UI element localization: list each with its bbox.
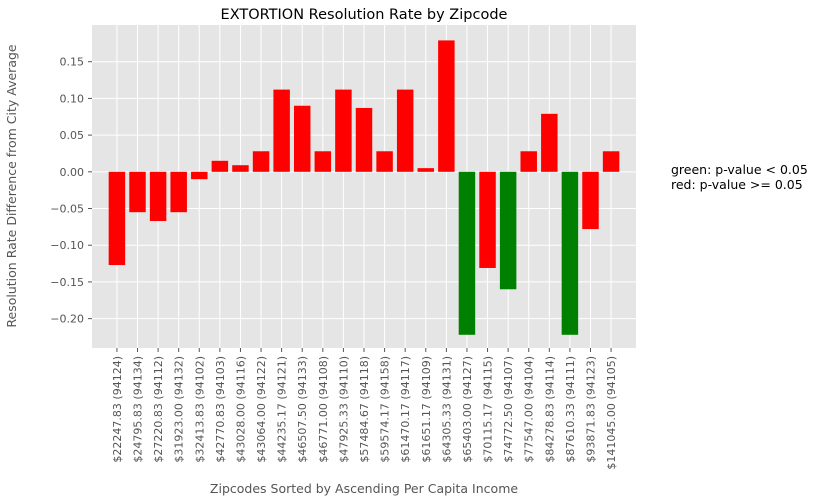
x-tick-label: $93871.83 (94123): [584, 356, 597, 463]
x-tick-label: $84278.83 (94114): [543, 356, 556, 463]
y-tick-label: −0.10: [50, 239, 84, 252]
y-tick-label: 0.15: [60, 56, 85, 69]
bar: [458, 171, 476, 335]
x-tick-label: $43028.00 (94116): [234, 356, 247, 463]
bar: [417, 168, 435, 172]
x-tick-label: $46771.00 (94108): [317, 356, 330, 463]
chart-title: EXTORTION Resolution Rate by Zipcode: [221, 7, 508, 23]
x-tick-label: $42770.83 (94103): [214, 356, 227, 463]
bar: [149, 171, 167, 222]
x-tick-label: $61470.17 (94117): [399, 356, 412, 463]
bar: [129, 171, 146, 213]
x-tick-label: $43064.00 (94122): [255, 356, 268, 463]
bar: [252, 151, 270, 172]
legend-note-green: green: p-value < 0.05: [671, 162, 808, 177]
x-tick-label: $74772.50 (94107): [502, 356, 515, 463]
bars: [108, 40, 620, 335]
x-tick-label: $61651.17 (94109): [420, 356, 433, 463]
bar: [520, 151, 537, 172]
x-tick-label: $27220.83 (94112): [152, 356, 165, 463]
bar: [602, 151, 620, 172]
x-tick-label: $32413.83 (94102): [193, 356, 206, 463]
x-tick-label: $44235.17 (94121): [276, 356, 289, 463]
y-tick-label: −0.20: [50, 313, 84, 326]
x-tick-label: $46507.50 (94133): [296, 356, 309, 463]
x-tick-label: $141045.00 (94105): [605, 356, 618, 470]
y-axis-label: Resolution Rate Difference from City Ave…: [4, 44, 19, 328]
x-axis-label: Zipcodes Sorted by Ascending Per Capita …: [210, 481, 518, 496]
x-tick-label: $57484.67 (94118): [358, 356, 371, 463]
legend-note-red: red: p-value >= 0.05: [671, 177, 803, 192]
bar: [541, 113, 558, 172]
bar: [108, 171, 126, 266]
x-tick-label: $64305.33 (94131): [440, 356, 453, 463]
y-tick-label: 0.05: [60, 129, 85, 142]
y-tick-label: 0.00: [60, 166, 85, 179]
bar: [191, 171, 208, 180]
bar: [170, 171, 187, 213]
bar: [335, 89, 352, 172]
x-tick-label: $24795.83 (94134): [132, 356, 145, 463]
y-tick-label: 0.10: [60, 92, 85, 105]
x-tick-label: $65403.00 (94127): [461, 356, 474, 463]
x-tick-label: $87610.33 (94111): [564, 356, 577, 463]
y-tick-label: −0.05: [50, 203, 84, 216]
bar: [314, 151, 332, 172]
x-tick-label: $22247.83 (94124): [111, 356, 124, 463]
x-tick-label: $77547.00 (94104): [523, 356, 536, 463]
y-axis-ticks: 0.15 0.10 0.05 0.00 −0.05 −0.10 −0.15 −0.20: [50, 56, 92, 326]
x-tick-label: $59574.17 (94158): [379, 356, 392, 463]
bar: [582, 171, 599, 230]
x-tick-label: $70115.17 (94115): [482, 356, 495, 463]
bar: [396, 89, 414, 172]
bar: [438, 40, 455, 172]
bar: [355, 107, 373, 172]
bar: [293, 105, 311, 172]
bar: [232, 165, 249, 172]
y-tick-label: −0.15: [50, 276, 84, 289]
x-tick-label: $31923.00 (94132): [173, 356, 186, 463]
bar: [561, 171, 579, 335]
x-tick-label: $47925.33 (94110): [337, 356, 350, 463]
bar: [376, 151, 393, 172]
x-axis-ticks: $22247.83 (94124) $24795.83 (94134) $27220…: [111, 348, 618, 470]
bar: [273, 89, 290, 172]
bar: [479, 171, 496, 268]
bar: [499, 171, 517, 290]
bar: [211, 160, 229, 172]
